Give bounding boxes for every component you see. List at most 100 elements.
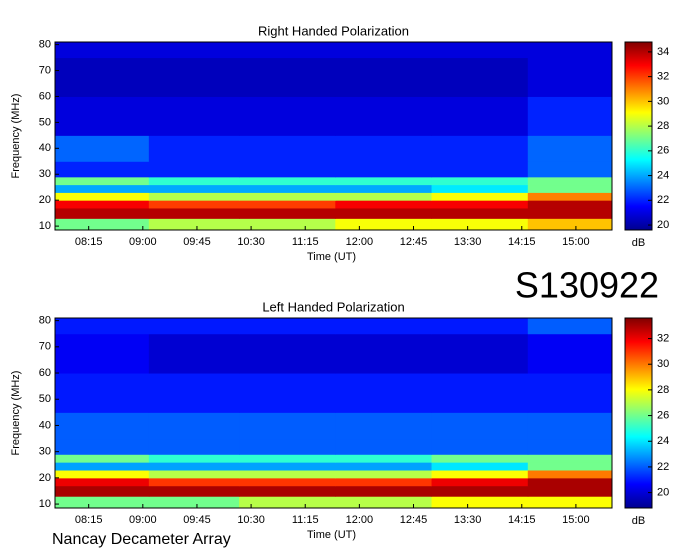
x-tick-label: 09:45 xyxy=(183,514,211,526)
colorbar-tick-label: 26 xyxy=(657,145,669,157)
x-tick-label: 15:00 xyxy=(562,514,590,526)
heatmap-cell xyxy=(55,42,150,59)
heatmap-cell xyxy=(527,333,613,374)
heatmap-cell xyxy=(55,485,150,497)
heatmap-cell xyxy=(148,373,240,413)
heatmap-cell xyxy=(527,454,613,463)
heatmap-cell xyxy=(335,176,433,186)
heatmap-cell xyxy=(431,42,529,59)
heatmap-cell xyxy=(55,161,150,178)
y-tick-label: 40 xyxy=(39,142,51,154)
colorbar-tick-label: 30 xyxy=(657,95,669,107)
heatmap-cell xyxy=(431,184,529,193)
chart-title: Right Handed Polarization xyxy=(258,23,409,38)
heatmap-cell xyxy=(431,373,529,413)
heatmap-cell xyxy=(335,207,433,219)
colorbar-label: dB xyxy=(632,237,645,249)
heatmap-cell xyxy=(527,496,613,509)
heatmap-cell xyxy=(239,454,336,463)
heatmap-cell xyxy=(527,477,613,487)
heatmap-cell xyxy=(148,470,240,479)
heatmap-cell xyxy=(527,207,613,219)
heatmap-cell xyxy=(431,333,529,374)
y-axis-label: Frequency (MHz) xyxy=(10,371,22,456)
y-tick-label: 20 xyxy=(39,472,51,484)
heatmap-cell xyxy=(239,485,336,497)
x-tick-label: 12:00 xyxy=(346,236,374,248)
heatmap-cell xyxy=(527,200,613,209)
heatmap-cell xyxy=(431,477,529,487)
plot-frame xyxy=(54,317,613,509)
heatmap-cell xyxy=(527,135,613,162)
heatmap-cell xyxy=(148,462,240,471)
heatmap-cell xyxy=(148,57,240,97)
heatmap-cell xyxy=(527,42,613,59)
colorbar-tick-label: 34 xyxy=(657,46,669,58)
footer: Nancay Decameter Array xyxy=(52,531,231,548)
heatmap-cell xyxy=(335,318,433,335)
heatmap-cell xyxy=(239,477,336,487)
heatmap-cell xyxy=(55,207,150,219)
colorbar-tick-label: 20 xyxy=(657,487,669,499)
colorbar-tick-label: 22 xyxy=(657,461,669,473)
heatmap-cell xyxy=(431,470,529,479)
heatmap-cell xyxy=(335,485,433,497)
heatmap-cell xyxy=(335,161,433,178)
id-label: S130922 xyxy=(515,265,659,306)
heatmap-cell xyxy=(239,192,336,201)
heatmap-cell xyxy=(527,485,613,497)
heatmap-cell xyxy=(55,333,150,374)
heatmap-cell xyxy=(431,200,529,209)
heatmap-cell xyxy=(239,207,336,219)
heatmap-cell xyxy=(148,200,240,209)
x-tick-label: 09:45 xyxy=(183,236,211,248)
x-tick-label: 08:15 xyxy=(75,236,103,248)
heatmap-cell xyxy=(335,96,433,136)
heatmap-cell xyxy=(431,454,529,463)
heatmap-cell xyxy=(527,373,613,413)
x-tick-label: 09:00 xyxy=(129,514,157,526)
heatmap-cell xyxy=(335,470,433,479)
heatmap-cell xyxy=(239,462,336,471)
colorbar-tick-label: 26 xyxy=(657,409,669,421)
x-tick-label: 12:45 xyxy=(400,514,428,526)
heatmap-cell xyxy=(148,96,240,136)
heatmap-cell xyxy=(239,184,336,193)
heatmap-cell xyxy=(335,200,433,209)
heatmap-cell xyxy=(55,496,150,509)
plot-frame xyxy=(54,41,613,231)
x-tick-label: 13:30 xyxy=(454,236,482,248)
heatmap-cell xyxy=(527,470,613,479)
heatmap-cell xyxy=(335,454,433,463)
heatmap-cell xyxy=(148,454,240,463)
heatmap-cell xyxy=(148,496,240,509)
colorbar-tick-label: 32 xyxy=(657,332,669,344)
heatmap-cell xyxy=(527,438,613,455)
heatmap-cell xyxy=(335,218,433,231)
heatmap-cell xyxy=(527,462,613,471)
heatmap-cell xyxy=(55,454,150,463)
heatmap-cell xyxy=(431,462,529,471)
heatmap-cell xyxy=(431,412,529,440)
x-tick-label: 11:15 xyxy=(292,236,319,248)
y-tick-label: 70 xyxy=(39,64,51,76)
heatmap-cell xyxy=(431,485,529,497)
heatmap-cell xyxy=(527,218,613,231)
heatmap-cell xyxy=(527,318,613,335)
colorbar-tick-label: 28 xyxy=(657,384,669,396)
heatmap-cell xyxy=(148,333,240,374)
heatmap-cell xyxy=(335,496,433,509)
y-tick-label: 40 xyxy=(39,419,51,431)
heatmap-cell xyxy=(55,135,150,162)
heatmap-cell xyxy=(148,176,240,186)
heatmap-cell xyxy=(335,42,433,59)
heatmap-cell xyxy=(335,135,433,162)
heatmap-cell xyxy=(239,200,336,209)
heatmap-cell xyxy=(239,161,336,178)
heatmap-cell xyxy=(239,57,336,97)
y-tick-label: 10 xyxy=(39,498,51,510)
colorbar-tick-label: 24 xyxy=(657,435,669,447)
heatmap-cell xyxy=(431,57,529,97)
x-tick-label: 09:00 xyxy=(129,236,157,248)
